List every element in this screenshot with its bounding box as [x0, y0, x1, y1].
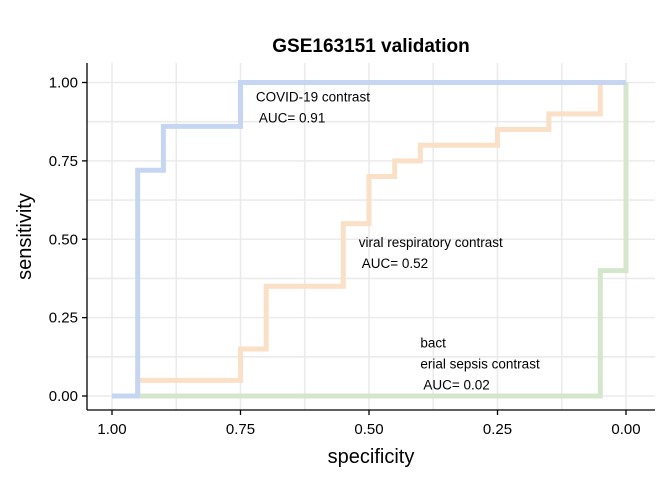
y-tick-label: 1.00 [49, 75, 78, 92]
annotation-line: COVID-19 contrast [256, 89, 370, 104]
x-tick-label: 0.25 [483, 421, 512, 438]
annotations: COVID-19 contrast AUC= 0.91 viral respira… [256, 89, 540, 392]
x-tick-label: 1.00 [97, 421, 126, 438]
annotation-line: bact [420, 335, 446, 350]
annotation-line: AUC= 0.52 [359, 256, 428, 271]
roc-curve-3 [112, 82, 629, 399]
x-tick-label: 0.75 [226, 421, 255, 438]
annotation-3: bact erial sepsis contrast AUC= 0.02 [420, 335, 540, 392]
annotation-line: AUC= 0.91 [256, 110, 325, 125]
axes: 1.00 0.75 0.50 0.25 0.00 0.00 0.25 0.50 0.75 1.00 [49, 63, 655, 438]
annotation-2: viral respiratory contrast AUC= 0.52 [359, 235, 503, 271]
roc-curve-2 [112, 80, 626, 399]
annotation-line: erial sepsis contrast [420, 356, 540, 371]
x-tick-label: 0.50 [354, 421, 383, 438]
y-tick-label: 0.50 [49, 231, 78, 248]
x-axis-title: specificity [328, 446, 415, 468]
roc-curve-1 [112, 80, 626, 399]
y-tick-label: 0.75 [49, 153, 78, 170]
y-axis-title: sensitivity [14, 193, 36, 280]
y-tick-label: 0.00 [49, 388, 78, 405]
annotation-line: viral respiratory contrast [359, 235, 503, 250]
chart-title: GSE163151 validation [272, 36, 470, 57]
x-tick-label: 0.00 [611, 421, 640, 438]
y-tick-label: 0.25 [49, 310, 78, 327]
annotation-1: COVID-19 contrast AUC= 0.91 [256, 89, 370, 125]
annotation-line: AUC= 0.02 [420, 377, 489, 392]
roc-curves [112, 80, 629, 399]
